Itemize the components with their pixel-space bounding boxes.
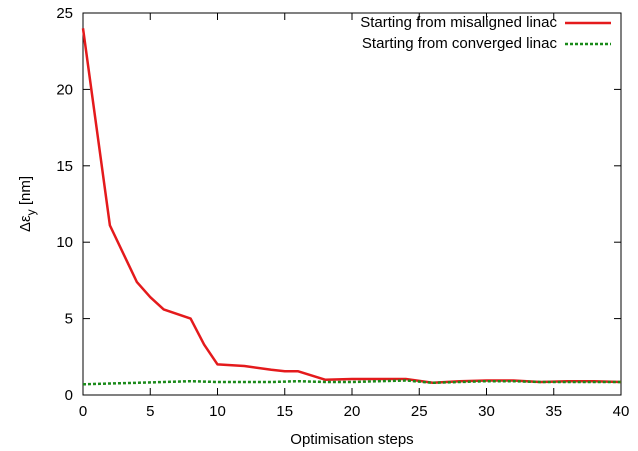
x-tick-label: 35 [545,403,562,420]
x-tick-label: 10 [209,403,226,420]
x-tick-label: 5 [146,403,154,420]
x-tick-label: 40 [613,403,630,420]
y-tick-label: 15 [56,158,73,175]
series-line-1 [81,28,622,385]
x-tick-label: 20 [344,403,361,420]
y-tick-label: 0 [65,387,73,404]
y-tick-label: 5 [65,311,73,328]
y-axis-title-unit: [nm] [17,176,34,209]
y-tick-label: 25 [56,5,73,22]
y-tick-label: 20 [56,81,73,98]
x-tick-label: 15 [276,403,293,420]
y-tick-label: 10 [56,234,73,251]
x-tick-label: 25 [411,403,428,420]
x-axis-title: Optimisation steps [290,431,413,448]
plot-frame [82,12,622,396]
series-lines [81,28,622,386]
legend-label-2: Starting from converged linac [362,35,558,52]
y-axis-title-sub: y [24,209,38,215]
series-line-2 [82,379,621,386]
y-axis-title: Δεy [nm] [17,176,38,232]
x-tick-label: 30 [478,403,495,420]
y-axis-title-base: Δε [17,215,34,232]
legend-label-1: Starting from misaligned linac [360,14,557,31]
x-tick-label: 0 [79,403,87,420]
legend: Starting from misaligned linac Starting f… [360,14,611,52]
axis-ticks: 0 5 10 15 20 25 30 35 40 0 5 10 15 20 25 [56,5,629,420]
